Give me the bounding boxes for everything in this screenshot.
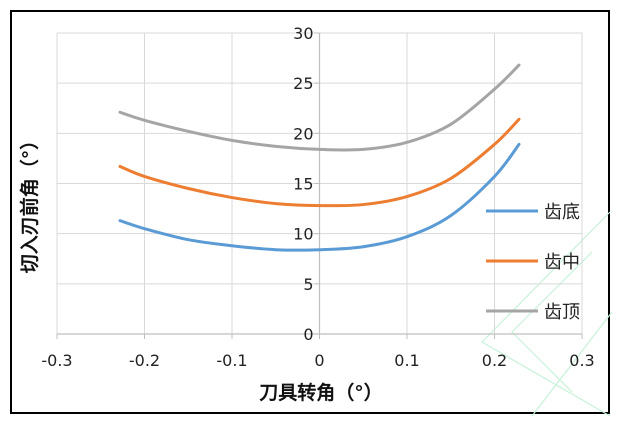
watermark-stroke: [481, 211, 611, 416]
x-tick-label: -0.1: [216, 351, 247, 370]
tick-labels: 0 5 10 15 20 25 30 -0.3 -0.2 -0.1 0 0.1 0.2 0.3: [41, 24, 594, 370]
chart-frame: 0 5 10 15 20 25 30 -0.3 -0.2 -0.1 0 0.1 0.2 0.3 齿底齿中齿…: [10, 10, 612, 416]
y-tick-label: 25: [293, 74, 313, 93]
x-tick-label: -0.2: [129, 351, 160, 370]
legend-label-3: 齿顶: [544, 302, 580, 323]
x-tick-label: 0.1: [394, 351, 419, 370]
series-lines: [118, 63, 521, 252]
axes: [56, 32, 583, 339]
series-line-3: [118, 63, 521, 152]
x-tick-label: 0: [314, 351, 324, 370]
chart: 0 5 10 15 20 25 30 -0.3 -0.2 -0.1 0 0.1 0.2 0.3 齿底齿中齿…: [18, 24, 612, 416]
watermark-decoration: [481, 211, 612, 416]
y-tick-label: 20: [293, 124, 313, 143]
x-axis-title: 刀具转角（°）: [259, 381, 383, 404]
y-tick-label: 10: [293, 225, 313, 244]
y-tick-label: 30: [293, 24, 313, 43]
y-axis-title: 切入刃前角（°）: [18, 131, 41, 274]
y-tick-label: 5: [303, 275, 313, 294]
legend-label-2: 齿中: [544, 252, 580, 273]
series-line-2: [118, 117, 521, 208]
x-tick-label: 0.3: [569, 351, 594, 370]
legend-label-1: 齿底: [544, 202, 580, 223]
x-tick-label: 0.2: [482, 351, 507, 370]
watermark-stroke: [531, 311, 612, 416]
x-tick-label: -0.3: [41, 351, 72, 370]
watermark-stroke: [511, 251, 593, 393]
y-tick-label: 15: [293, 175, 313, 194]
series-line-1: [118, 142, 521, 252]
y-tick-label: 0: [303, 325, 313, 344]
